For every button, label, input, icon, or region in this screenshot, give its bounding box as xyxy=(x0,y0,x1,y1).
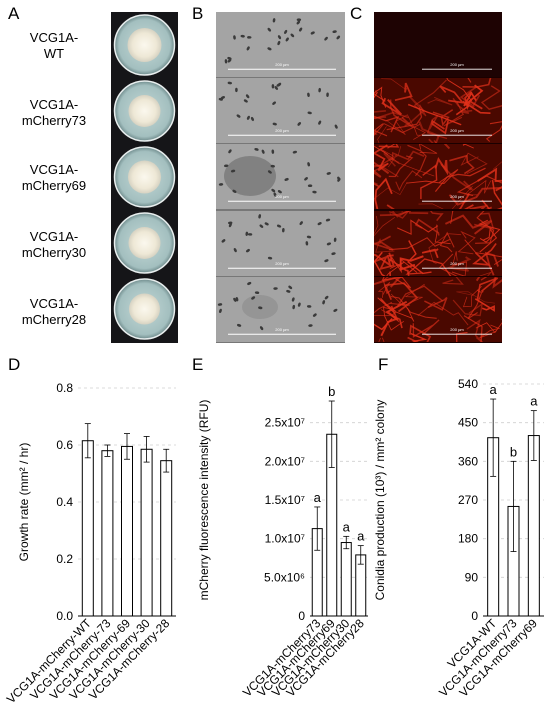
significance-letter: a xyxy=(343,519,351,534)
significance-letter: a xyxy=(530,394,538,409)
y-tick-label: 0.2 xyxy=(56,552,73,566)
y-axis-label: Growth rate (mm² / hr) xyxy=(17,443,31,562)
brightfield-tile: 200 µm xyxy=(216,144,345,210)
plate-mcherry73 xyxy=(113,80,176,142)
scale-bar-label: 200 µm xyxy=(450,62,464,67)
panel-letter-e: E xyxy=(192,355,204,374)
plate-mcherry30 xyxy=(113,212,176,274)
y-tick-label: 0.6 xyxy=(56,438,73,452)
panel-letter-a: A xyxy=(8,4,20,23)
fluorescence-tile: 200 µm xyxy=(374,210,502,276)
plate-photo-column xyxy=(111,12,178,343)
fluorescence-intensity-chart: 0 5.0x10⁶ 1.0x10⁷ 1.5x10⁷ 2.0x10⁷ 2.5x10⁷ mChe… xyxy=(197,384,368,700)
panel-letter-b: B xyxy=(192,4,204,23)
significance-letter: b xyxy=(510,444,517,459)
fluorescence-tile: 200 µm xyxy=(374,144,502,210)
strain-label: VCG1A-mCherry28 xyxy=(21,296,87,327)
bar xyxy=(101,450,114,617)
strain-label: VCG1A- WT xyxy=(29,30,79,61)
scale-bar-label: 200 µm xyxy=(450,128,464,133)
y-tick-label: 2.0x10⁷ xyxy=(265,454,305,468)
scale-bar-label: 200 µm xyxy=(450,327,464,332)
brightfield-tile: 200 µm xyxy=(216,276,345,342)
y-axis-label: Conidia production (10³) / mm² colony xyxy=(373,400,387,601)
bar xyxy=(81,440,94,617)
brightfield-micrograph-column: 200 µm 200 µm 200 µm 200 µm 200 µm xyxy=(216,12,345,343)
y-tick-label: 0.4 xyxy=(56,495,73,509)
scale-bar-label: 200 µm xyxy=(450,261,464,266)
fluorescence-tile: 200 µm xyxy=(374,276,502,342)
bar xyxy=(160,460,173,617)
scale-bar-label: 200 µm xyxy=(275,62,289,67)
bar xyxy=(527,435,540,617)
plate-mcherry28 xyxy=(113,278,176,340)
y-tick-label: 90 xyxy=(465,570,479,584)
scale-bar-label: 200 µm xyxy=(275,195,289,200)
y-tick-label: 5.0x10⁶ xyxy=(264,570,305,584)
scale-bar-label: 200 µm xyxy=(275,261,289,266)
y-tick-label: 0 xyxy=(471,609,478,623)
y-tick-label: 1.5x10⁷ xyxy=(265,493,305,507)
panel-letter-d: D xyxy=(8,355,21,374)
scale-bar-label: 200 µm xyxy=(275,128,289,133)
fluorescence-tile: 200 µm xyxy=(374,78,502,144)
y-tick-label: 270 xyxy=(458,493,478,507)
significance-letter: a xyxy=(490,382,498,397)
scale-bar-label: 200 µm xyxy=(275,327,289,332)
strain-label: VCG1A-mCherry73 xyxy=(21,97,87,128)
y-tick-label: 540 xyxy=(458,377,478,391)
brightfield-tile: 200 µm xyxy=(216,78,345,144)
panel-letter-f: F xyxy=(378,355,389,374)
strain-label: VCG1A-mCherry69 xyxy=(21,162,87,193)
plate-wt xyxy=(113,14,176,76)
fluorescence-micrograph-column: 200 µm 200 µm 200 µm 200 µm 200 µm xyxy=(374,12,502,343)
strain-label: VCG1A-mCherry30 xyxy=(21,229,87,260)
plate-images xyxy=(113,14,176,340)
y-tick-label: 0.0 xyxy=(56,609,73,623)
y-axis-label: mCherry fluorescence intensity (RFU) xyxy=(197,400,211,601)
panel-letter-c: C xyxy=(350,4,363,23)
significance-letter: b xyxy=(328,384,335,399)
fluorescence-tile: 200 µm xyxy=(374,12,502,78)
bar xyxy=(340,542,352,617)
y-tick-label: 180 xyxy=(458,532,478,546)
plate-mcherry69 xyxy=(113,146,176,208)
scale-bar-label: 200 µm xyxy=(450,195,464,200)
y-tick-label: 450 xyxy=(458,416,478,430)
y-tick-label: 0 xyxy=(298,609,305,623)
bar xyxy=(140,448,153,617)
y-tick-label: 2.5x10⁷ xyxy=(265,416,305,430)
y-tick-label: 0.8 xyxy=(56,381,73,395)
conidia-production-chart: 0 90 180 270 360 450 540 Conidia production (10… xyxy=(373,377,544,700)
brightfield-tile: 200 µm xyxy=(216,12,345,78)
y-tick-label: 360 xyxy=(458,454,478,468)
bar xyxy=(121,445,133,617)
brightfield-tile: 200 µm xyxy=(216,210,345,276)
y-tick-label: 1.0x10⁷ xyxy=(265,532,305,546)
significance-letter: a xyxy=(357,529,365,544)
significance-letter: a xyxy=(314,490,322,505)
